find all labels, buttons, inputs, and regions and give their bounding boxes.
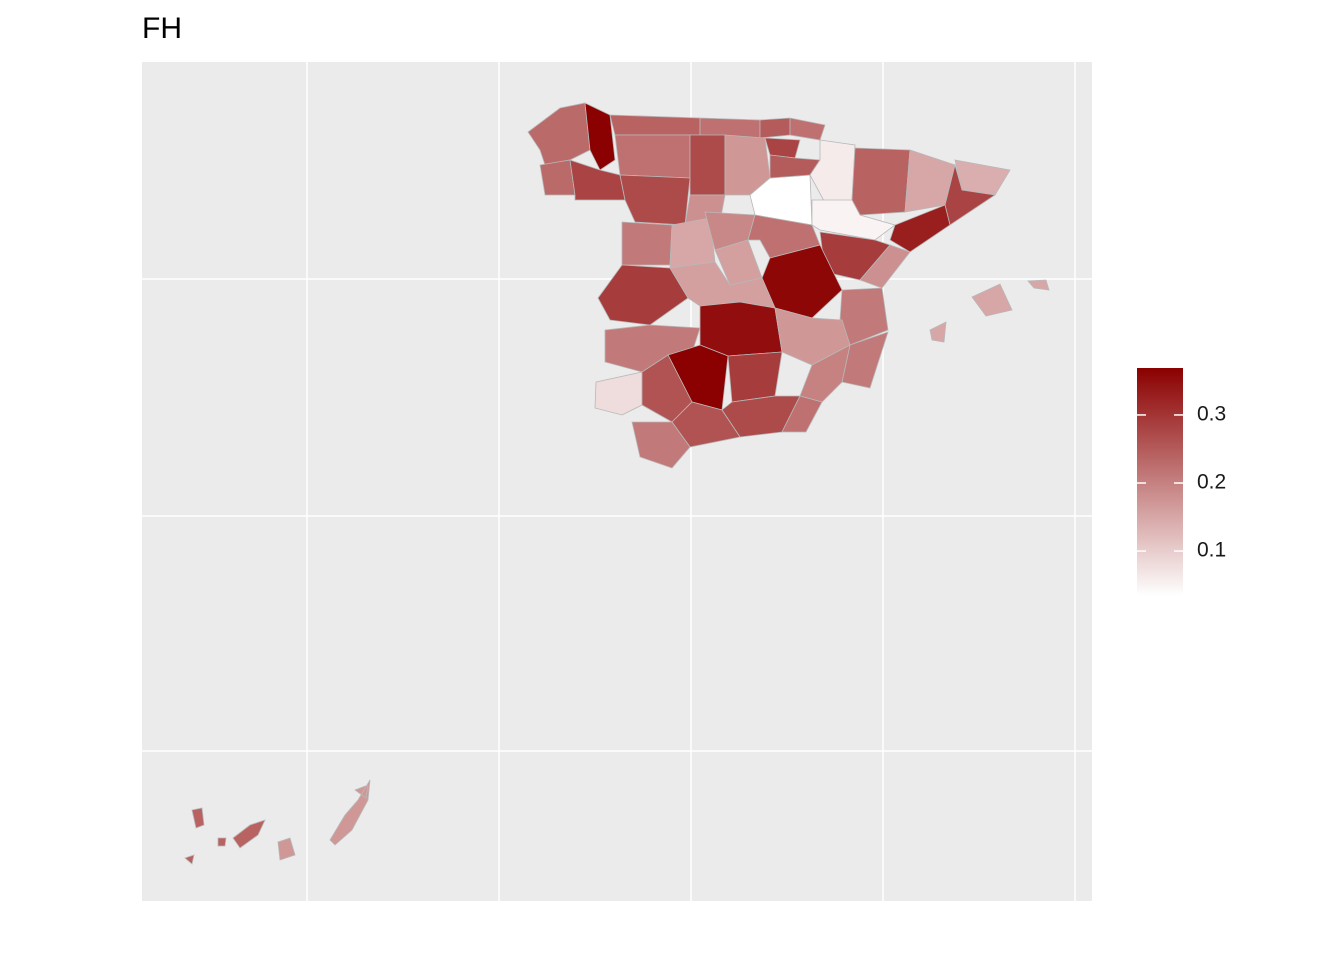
province	[621, 221, 673, 266]
province	[277, 779, 371, 861]
province	[689, 134, 726, 196]
province	[799, 344, 851, 403]
legend: 0.1 0.2 0.3	[1137, 368, 1226, 596]
province	[184, 807, 266, 865]
province	[749, 174, 813, 226]
province	[889, 204, 951, 253]
legend-label: 0.3	[1197, 403, 1226, 426]
province	[527, 102, 591, 166]
province	[944, 163, 997, 226]
legend-label: 0.2	[1197, 471, 1226, 494]
province	[781, 395, 823, 433]
province	[929, 279, 1050, 343]
province	[631, 421, 691, 469]
province	[727, 351, 783, 403]
legend-label: 0.1	[1197, 539, 1226, 562]
province	[584, 102, 616, 171]
chart-title: FH	[142, 12, 182, 45]
province	[759, 117, 791, 139]
province	[811, 199, 896, 241]
map	[184, 102, 1050, 865]
province	[699, 301, 783, 357]
province	[609, 114, 701, 136]
province	[539, 159, 576, 196]
colorbar	[1137, 368, 1183, 596]
province	[619, 174, 691, 226]
province	[851, 147, 911, 216]
province	[839, 287, 889, 346]
province	[614, 134, 691, 179]
province	[594, 371, 643, 416]
